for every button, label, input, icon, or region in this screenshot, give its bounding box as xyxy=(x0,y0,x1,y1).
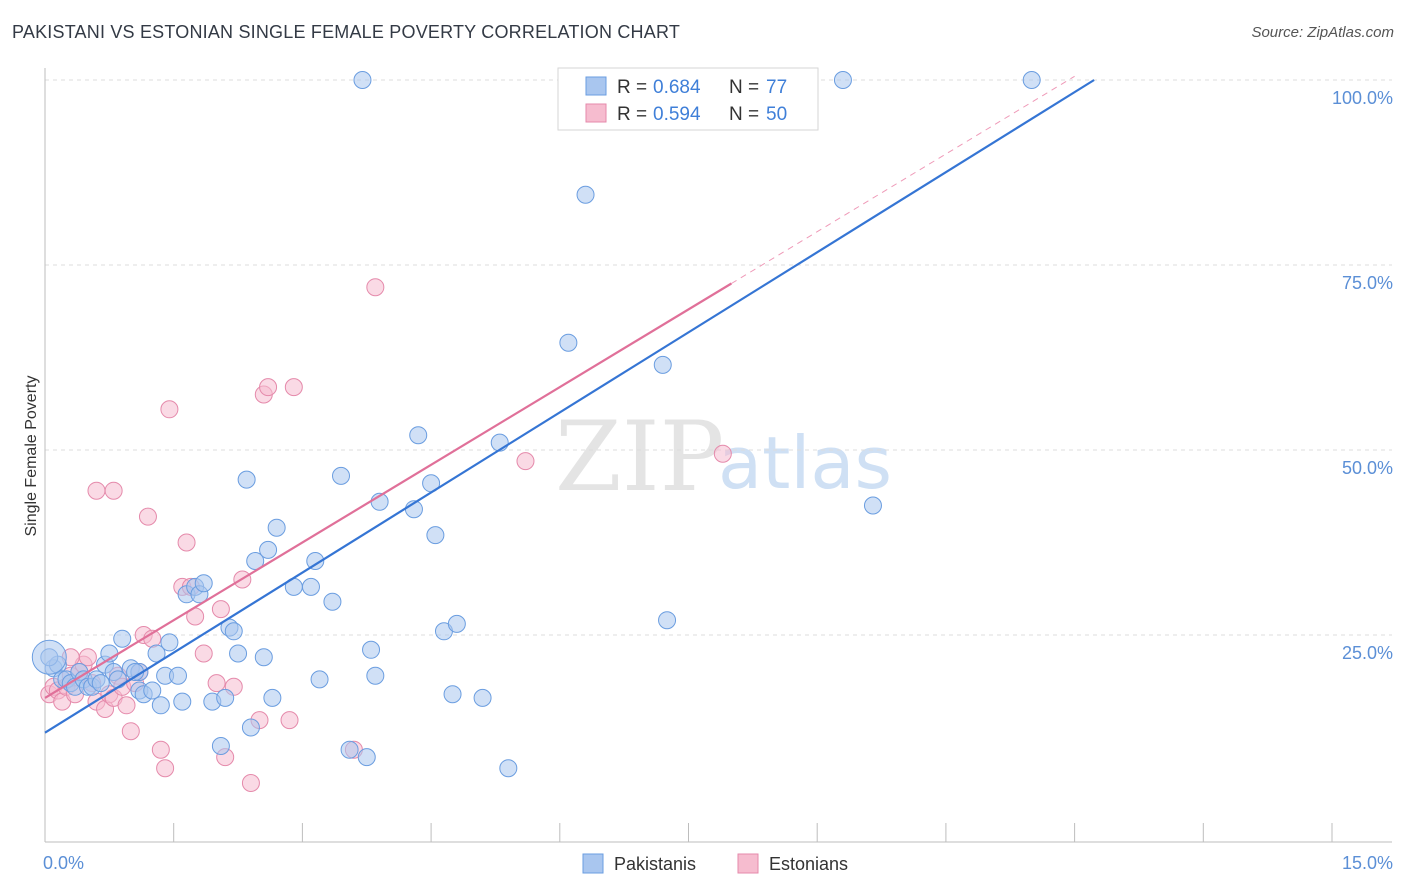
pakistani-point xyxy=(653,355,672,374)
pakistani-point xyxy=(237,470,256,489)
pakistani-point xyxy=(151,696,170,715)
pakistani-point xyxy=(310,670,329,689)
estonian-point xyxy=(194,644,213,663)
pakistani-point xyxy=(160,633,179,652)
series-legend: Pakistanis Estonians xyxy=(582,853,848,874)
estonians-points xyxy=(40,278,732,792)
legend-swatch-pakistanis xyxy=(585,76,607,96)
estonian-point xyxy=(280,711,299,730)
y-tick-label: 25.0% xyxy=(1342,643,1393,663)
y-tick-labels: 25.0% 50.0% 75.0% 100.0% xyxy=(1332,88,1393,663)
pakistani-point xyxy=(143,681,162,700)
pakistani-point xyxy=(301,577,320,596)
legend-swatch-pakistanis xyxy=(582,853,604,874)
pakistani-point xyxy=(168,666,187,685)
pakistani-point xyxy=(194,574,213,593)
axes xyxy=(44,68,1392,843)
pakistani-point xyxy=(559,333,578,352)
legend-n-label: N = xyxy=(729,77,759,98)
estonian-point xyxy=(78,648,97,667)
y-tick-label: 100.0% xyxy=(1332,88,1393,108)
estonian-point xyxy=(211,600,230,619)
estonian-point xyxy=(87,481,106,500)
pakistani-point xyxy=(340,740,359,759)
pakistani-point xyxy=(246,552,265,570)
legend-r-label: R = xyxy=(617,77,647,98)
pakistani-point xyxy=(216,688,235,707)
pakistani-point xyxy=(1022,71,1041,89)
pakistani-point xyxy=(833,71,852,89)
estonian-point xyxy=(151,740,170,759)
pakistani-point xyxy=(267,518,286,537)
estonian-point xyxy=(207,674,226,693)
pakistani-point xyxy=(443,685,462,704)
legend-n-label: N = xyxy=(729,104,759,125)
pakistani-point xyxy=(254,648,273,667)
estonian-point xyxy=(160,400,179,419)
legend-swatch-estonians xyxy=(737,853,759,874)
estonian-point xyxy=(284,378,303,397)
trend-lines xyxy=(44,75,1095,734)
pakistani-point xyxy=(658,611,677,630)
legend-label-pakistanis: Pakistanis xyxy=(614,854,696,874)
pakistani-point xyxy=(473,688,492,707)
legend-r-label: R = xyxy=(617,104,647,125)
pakistani-point xyxy=(211,737,230,755)
estonian-point xyxy=(156,759,175,778)
pakistani-point xyxy=(353,71,372,89)
legend-n-value-pakistanis: 77 xyxy=(766,77,787,98)
pakistani-point xyxy=(263,688,282,707)
estonian-point xyxy=(366,278,385,297)
watermark-atlas: atlas xyxy=(718,421,892,505)
pakistani-point xyxy=(173,692,192,711)
pakistani-point xyxy=(362,640,381,659)
legend-r-value-pakistanis: 0.684 xyxy=(653,77,701,98)
legend-label-estonians: Estonians xyxy=(769,854,848,874)
estonians-trend-line xyxy=(44,282,732,699)
pakistani-point xyxy=(241,718,260,737)
estonian-point xyxy=(138,507,157,526)
estonians-trend-extension xyxy=(731,75,1075,284)
y-tick-label: 75.0% xyxy=(1342,273,1393,293)
pakistani-point xyxy=(409,426,428,445)
estonian-point xyxy=(104,481,123,500)
pakistani-point xyxy=(366,666,385,685)
pakistani-point xyxy=(31,639,67,675)
estonian-point xyxy=(241,774,260,792)
pakistani-point xyxy=(426,526,445,545)
pakistani-point xyxy=(306,552,325,570)
y-axis-label: Single Female Poverty xyxy=(23,376,40,537)
pakistani-point xyxy=(447,614,466,633)
x-tick-label-min: 0.0% xyxy=(43,853,84,873)
estonian-point xyxy=(117,696,136,715)
pakistani-point xyxy=(499,759,518,778)
grid-lines xyxy=(45,79,1392,636)
estonian-point xyxy=(177,533,196,552)
legend-n-value-estonians: 50 xyxy=(766,104,787,125)
pakistani-point xyxy=(91,674,110,693)
watermark-zip: ZIP xyxy=(555,401,724,513)
pakistani-point xyxy=(332,466,351,485)
estonian-point xyxy=(121,722,140,741)
legend-swatch-estonians xyxy=(585,103,607,123)
pakistani-point xyxy=(229,644,248,663)
source-credit: Source: ZipAtlas.com xyxy=(1251,24,1394,41)
y-tick-label: 50.0% xyxy=(1342,458,1393,478)
pakistani-point xyxy=(576,185,595,204)
pakistani-point xyxy=(224,622,243,641)
pakistani-point xyxy=(323,592,342,611)
pakistani-point xyxy=(357,748,376,767)
pakistanis-trend-line xyxy=(44,79,1095,734)
chart-title: PAKISTANI VS ESTONIAN SINGLE FEMALE POVE… xyxy=(12,22,681,42)
pakistani-point xyxy=(259,540,278,559)
correlation-legend: R = 0.684 N = 77 R = 0.594 N = 50 xyxy=(557,67,819,131)
legend-r-value-estonians: 0.594 xyxy=(653,104,701,125)
estonian-point xyxy=(259,378,278,397)
pakistani-point xyxy=(863,496,882,515)
x-tick-label-max: 15.0% xyxy=(1342,853,1393,873)
pakistani-point xyxy=(113,629,132,648)
estonian-point xyxy=(713,444,732,463)
estonian-point xyxy=(516,452,535,471)
